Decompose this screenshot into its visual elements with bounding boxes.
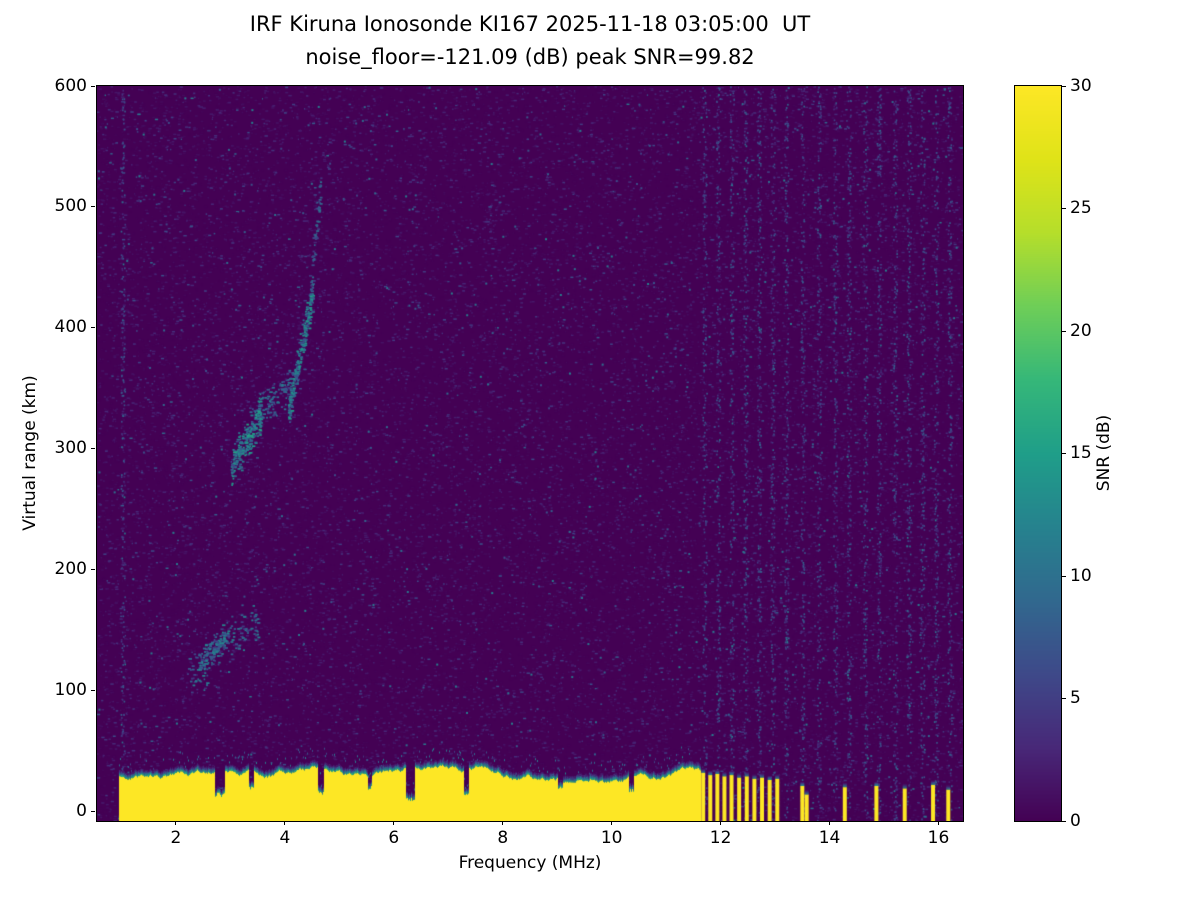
- y-tick-mark: [91, 569, 95, 571]
- x-tick-label: 16: [927, 828, 950, 848]
- colorbar-tick-mark: [1062, 208, 1066, 209]
- y-tick-label: 200: [54, 559, 87, 580]
- colorbar-tick-mark: [1062, 330, 1066, 332]
- y-tick-label: 500: [54, 196, 87, 217]
- x-tick-mark: [284, 821, 286, 825]
- colorbar-tick-mark: [1062, 575, 1066, 577]
- x-tick-label: 4: [279, 828, 291, 848]
- colorbar-canvas: [1015, 86, 1061, 821]
- chart-title: IRF Kiruna Ionosonde KI167 2025-11-18 03…: [249, 12, 811, 36]
- colorbar-tick-label: 10: [1070, 565, 1092, 586]
- plot-area: [96, 85, 964, 822]
- x-tick-mark: [829, 821, 831, 825]
- x-tick-mark: [720, 821, 722, 825]
- x-tick-mark: [393, 821, 395, 825]
- x-tick-mark: [937, 821, 939, 825]
- x-tick-mark: [175, 821, 177, 825]
- x-tick-label: 6: [388, 828, 400, 848]
- colorbar-tick-label: 30: [1070, 75, 1092, 96]
- colorbar-tick-mark: [1062, 698, 1066, 699]
- colorbar-tick-label: 5: [1070, 688, 1081, 708]
- x-tick-mark: [502, 821, 504, 825]
- colorbar: [1014, 85, 1062, 822]
- colorbar-tick-label: 0: [1070, 810, 1081, 831]
- colorbar-tick-label: 20: [1070, 320, 1092, 341]
- x-tick-label: 10: [600, 828, 623, 848]
- y-tick-mark: [91, 206, 95, 208]
- x-tick-label: 8: [497, 828, 509, 848]
- colorbar-tick-mark: [1062, 85, 1066, 87]
- y-tick-label: 400: [54, 317, 87, 338]
- colorbar-tick-mark: [1062, 453, 1066, 454]
- x-tick-label: 14: [818, 828, 841, 848]
- y-tick-mark: [91, 448, 95, 450]
- y-tick-mark: [91, 810, 95, 812]
- y-tick-label: 300: [54, 438, 87, 459]
- colorbar-tick-label: 25: [1070, 198, 1092, 218]
- chart-subtitle: noise_floor=-121.09 (dB) peak SNR=99.82: [305, 45, 755, 69]
- colorbar-tick-mark: [1062, 820, 1066, 822]
- y-tick-mark: [91, 327, 95, 329]
- y-tick-mark: [91, 85, 95, 87]
- y-tick-label: 100: [54, 679, 87, 700]
- x-tick-label: 12: [709, 828, 732, 848]
- x-axis-label: Frequency (MHz): [458, 853, 602, 873]
- heatmap-canvas: [97, 86, 963, 821]
- y-tick-label: 600: [54, 75, 87, 96]
- x-tick-label: 2: [170, 828, 182, 848]
- colorbar-tick-label: 15: [1070, 443, 1092, 463]
- y-tick-label: 0: [76, 800, 87, 821]
- y-tick-mark: [91, 689, 95, 691]
- x-tick-mark: [611, 821, 613, 825]
